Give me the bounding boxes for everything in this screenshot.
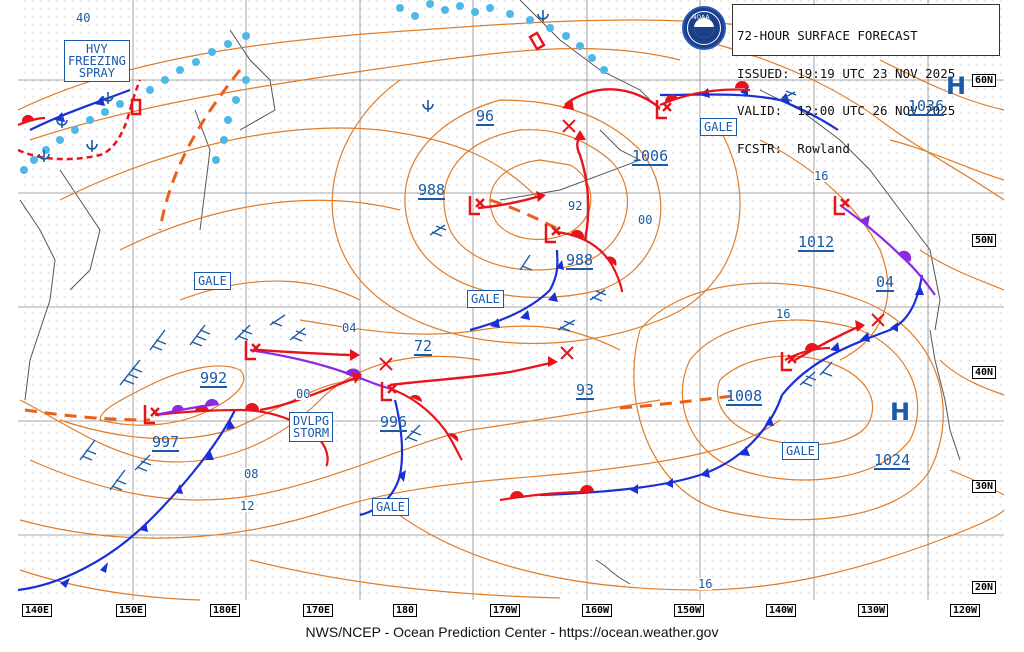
- ice-edge: [20, 0, 608, 174]
- latitude-label: 60N: [972, 74, 997, 87]
- pressure-low-west-2: 997: [152, 433, 180, 452]
- high-pressure-symbol: H: [946, 72, 967, 100]
- pressure-low-alaska: 1006: [632, 147, 669, 166]
- cold-fronts: [17, 88, 924, 592]
- pressure-04: 04: [876, 273, 895, 292]
- cold-front-pips: [55, 86, 924, 588]
- pressure-low-west: 992: [200, 369, 228, 388]
- gale-warning: GALE: [194, 272, 231, 290]
- forecast-header: 72-HOUR SURFACE FORECAST ISSUED: 19:19 U…: [732, 4, 1000, 154]
- header-title: 72-HOUR SURFACE FORECAST: [737, 28, 918, 43]
- isobar-label: 16: [814, 169, 829, 183]
- warning-line: STORM: [293, 426, 330, 440]
- header-valid: VALID: 12:00 UTC 26 NOV 2025: [737, 103, 956, 118]
- pressure-low-gulf: 988: [418, 181, 446, 200]
- pressure-high-mid: 1024: [874, 451, 911, 470]
- latitude-label: 50N: [972, 234, 997, 247]
- longitude-label: 120W: [950, 604, 981, 617]
- latitude-label: 30N: [972, 480, 997, 493]
- noaa-logo-ring: [687, 11, 721, 45]
- isobar-label: 16: [776, 307, 791, 321]
- dvlpg-storm-warning: DVLPG STORM: [289, 412, 334, 442]
- warning-line: HVY: [86, 42, 108, 56]
- gale-warning: GALE: [372, 498, 409, 516]
- header-issued: ISSUED: 19:19 UTC 23 NOV 2025: [737, 65, 956, 81]
- longitude-label: 140E: [22, 604, 53, 617]
- footer-credit: NWS/NCEP - Ocean Prediction Center - htt…: [305, 624, 719, 640]
- freezing-spray-area: [17, 31, 546, 161]
- isobar-label: 08: [244, 467, 259, 481]
- pressure-high-pac: 1012: [798, 233, 835, 252]
- isobar-label: 16: [698, 577, 713, 591]
- lat-lon-grid: [18, 0, 1004, 600]
- longitude-label: 170W: [490, 604, 521, 617]
- noaa-logo-wing: [694, 27, 714, 38]
- warning-line: DVLPG: [293, 414, 330, 428]
- warning-line: FREEZING: [68, 54, 126, 68]
- noaa-logo-icon: NOAA: [682, 6, 726, 50]
- isobars: [17, 19, 1005, 601]
- pressure-high-e: 1036: [908, 97, 945, 116]
- longitude-label: 150W: [674, 604, 705, 617]
- pressure-low-mid-72: 72: [414, 337, 433, 356]
- pressure-low-ne: 1008: [726, 387, 763, 406]
- wind-barbs: [79, 90, 833, 491]
- gale-warning: GALE: [467, 290, 504, 308]
- forecast-x-marks: [379, 119, 885, 371]
- isobar-label: 12: [240, 499, 255, 513]
- warning-line: SPRAY: [78, 66, 115, 80]
- pressure-93: 93: [576, 381, 595, 400]
- longitude-label: 140W: [766, 604, 797, 617]
- hvy-freezing-spray-warning: HVY FREEZING SPRAY: [64, 40, 130, 82]
- surface-forecast-map: [17, 0, 1005, 601]
- noaa-logo-text: NOAA: [692, 14, 710, 21]
- isobar-label: 00: [296, 387, 311, 401]
- gale-warning: GALE: [782, 442, 819, 460]
- header-forecaster: FCSTR: Rowland: [737, 140, 850, 156]
- longitude-label: 180: [393, 604, 418, 617]
- low-centers: [143, 100, 850, 425]
- longitude-label: 130W: [858, 604, 889, 617]
- isobar-label: 92: [568, 199, 583, 213]
- longitude-label: 170E: [303, 604, 334, 617]
- freezing-spray-symbols: [38, 10, 549, 162]
- pressure-low-gulf-2: 988: [566, 251, 594, 270]
- isobar-label: 00: [638, 213, 653, 227]
- longitude-label: 160W: [582, 604, 613, 617]
- isobar-label: 04: [342, 321, 357, 335]
- pressure-low-96: 96: [476, 107, 495, 126]
- longitude-label: 180E: [210, 604, 241, 617]
- pressure-low-mid: 996: [380, 413, 408, 432]
- gale-warning: GALE: [700, 118, 737, 136]
- longitude-label: 150E: [116, 604, 147, 617]
- storm-track-arrowheads: [350, 98, 865, 384]
- isobar-label: 40: [76, 11, 91, 25]
- latitude-label: 20N: [972, 581, 997, 594]
- troughs: [24, 69, 741, 422]
- high-pressure-symbol: H: [890, 398, 911, 426]
- latitude-label: 40N: [972, 366, 997, 379]
